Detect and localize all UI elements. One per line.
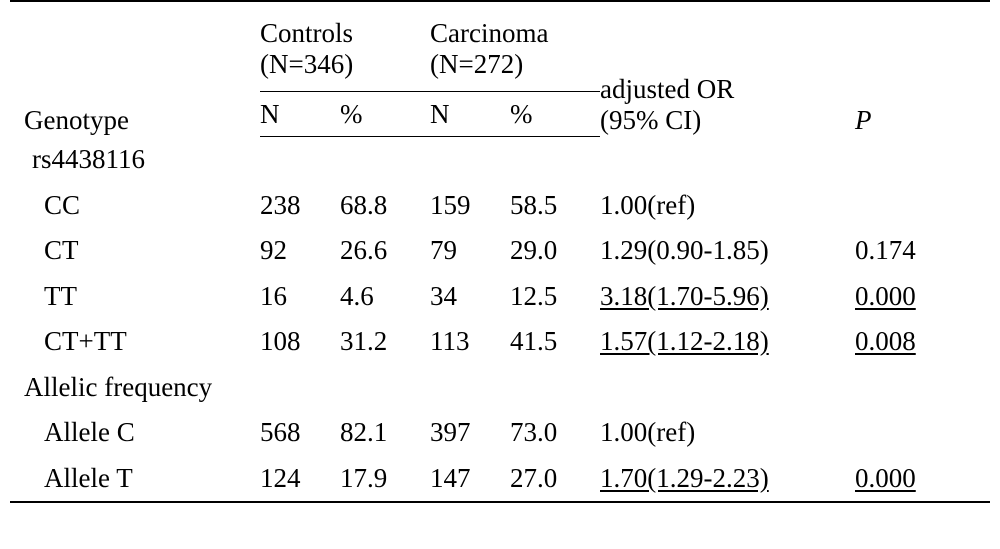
p-value: 0.174 [855, 228, 990, 274]
controls-n: 124 [260, 456, 340, 503]
row-label: TT [10, 274, 260, 320]
controls-n: 92 [260, 228, 340, 274]
carcinoma-pct: 58.5 [510, 183, 600, 229]
carcinoma-pct: 12.5 [510, 274, 600, 320]
col-subheader-carcinoma-n: N [430, 92, 510, 137]
col-subheader-carcinoma-pct: % [510, 92, 600, 137]
carcinoma-n: 147 [430, 456, 510, 503]
controls-pct: 82.1 [340, 410, 430, 456]
row-label: CT [10, 228, 260, 274]
adjusted-or: 1.29(0.90-1.85) [600, 228, 855, 274]
col-header-p: P [855, 1, 990, 137]
p-value: 0.000 [855, 274, 990, 320]
p-value [855, 410, 990, 456]
carcinoma-pct: 29.0 [510, 228, 600, 274]
controls-pct: 68.8 [340, 183, 430, 229]
controls-n: 108 [260, 319, 340, 365]
col-header-controls-line1: Controls [260, 1, 430, 49]
controls-pct: 31.2 [340, 319, 430, 365]
controls-pct: 4.6 [340, 274, 430, 320]
adjusted-or: 1.00(ref) [600, 183, 855, 229]
adjusted-or: 1.00(ref) [600, 410, 855, 456]
controls-n: 568 [260, 410, 340, 456]
col-subheader-controls-n: N [260, 92, 340, 137]
p-value: 0.000 [855, 456, 990, 503]
adjusted-or: 1.57(1.12-2.18) [600, 319, 855, 365]
controls-n: 16 [260, 274, 340, 320]
carcinoma-pct: 41.5 [510, 319, 600, 365]
controls-pct: 26.6 [340, 228, 430, 274]
carcinoma-n: 79 [430, 228, 510, 274]
row-label: Allele C [10, 410, 260, 456]
carcinoma-pct: 27.0 [510, 456, 600, 503]
row-label: CT+TT [10, 319, 260, 365]
col-subheader-controls-pct: % [340, 92, 430, 137]
carcinoma-n: 397 [430, 410, 510, 456]
col-header-genotype: Genotype [10, 1, 260, 137]
genotype-table: Genotype Controls Carcinoma adjusted OR(… [10, 0, 990, 503]
controls-n: 238 [260, 183, 340, 229]
carcinoma-pct: 73.0 [510, 410, 600, 456]
row-label: CC [10, 183, 260, 229]
p-value: 0.008 [855, 319, 990, 365]
carcinoma-n: 159 [430, 183, 510, 229]
section-label: Allelic frequency [10, 365, 260, 411]
col-header-adjusted-or: adjusted OR(95% CI) [600, 1, 855, 137]
carcinoma-n: 34 [430, 274, 510, 320]
col-header-carcinoma-line2: (N=272) [430, 49, 600, 92]
row-label: Allele T [10, 456, 260, 503]
section-label: rs4438116 [10, 137, 260, 183]
carcinoma-n: 113 [430, 319, 510, 365]
col-header-carcinoma-line1: Carcinoma [430, 1, 600, 49]
col-header-controls-line2: (N=346) [260, 49, 430, 92]
adjusted-or: 1.70(1.29-2.23) [600, 456, 855, 503]
adjusted-or: 3.18(1.70-5.96) [600, 274, 855, 320]
p-value [855, 183, 990, 229]
controls-pct: 17.9 [340, 456, 430, 503]
